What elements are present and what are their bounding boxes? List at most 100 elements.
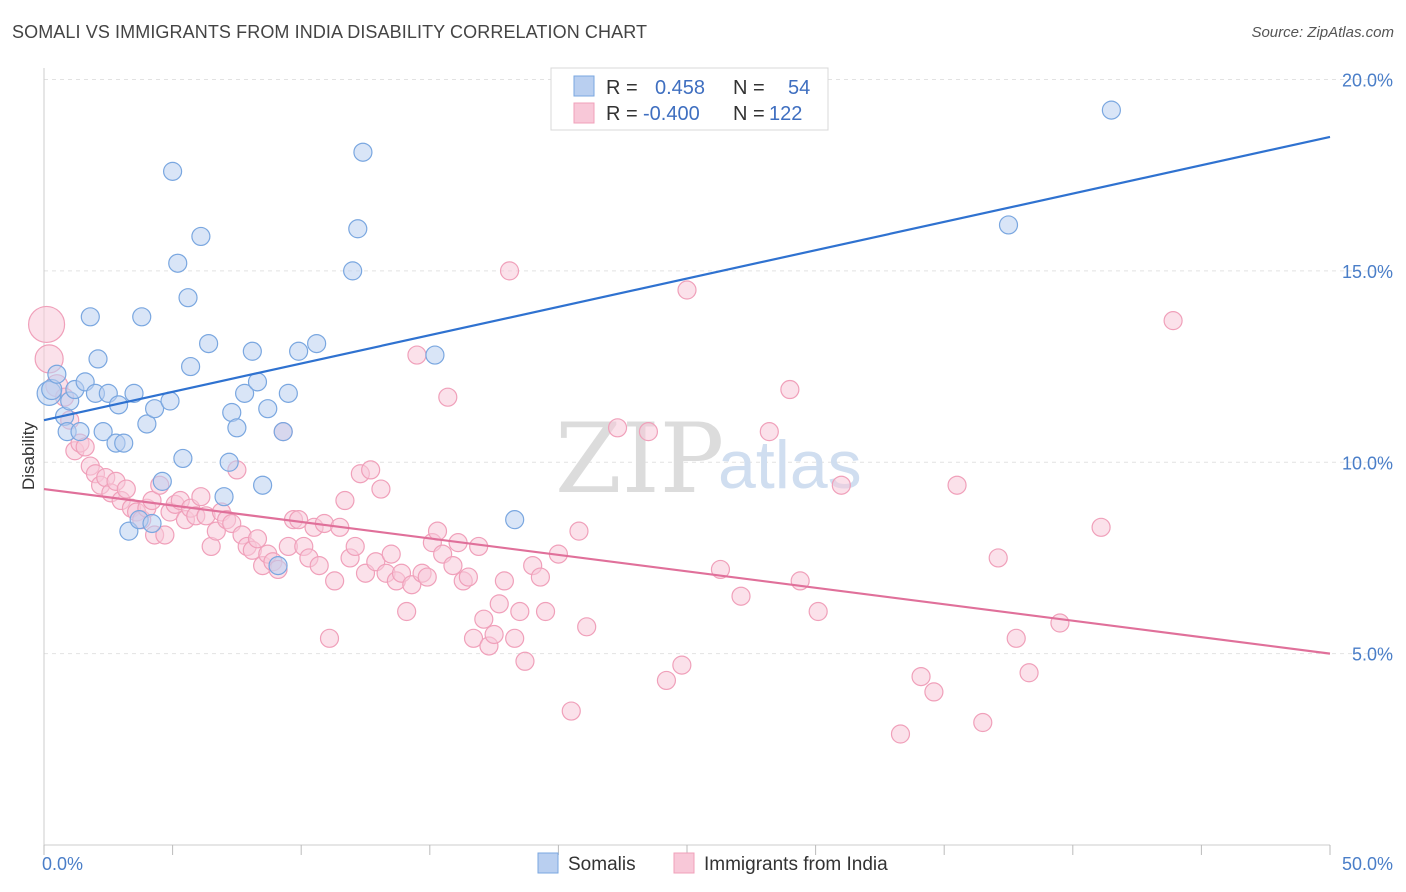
india-point-0	[27, 305, 66, 344]
somalis-point-51	[505, 510, 525, 530]
y-tick-label-2: 15.0%	[1342, 262, 1393, 282]
somalis-point-20	[132, 307, 152, 327]
india-point-101	[607, 418, 628, 438]
india-point-60	[345, 536, 365, 557]
x-tick-labels: 0.0% 50.0%	[42, 854, 1393, 874]
india-point-90	[499, 261, 520, 281]
somalis-point-11	[88, 349, 108, 369]
somalis-point-12	[93, 422, 113, 442]
india-point-115	[924, 682, 944, 702]
trend-lines	[43, 135, 1331, 655]
india-point-88	[489, 594, 509, 614]
india-point-58	[335, 490, 355, 511]
somalis-point-53	[1101, 100, 1121, 120]
india-point-53	[309, 555, 329, 576]
series-legend: Somalis Immigrants from India	[537, 852, 888, 875]
somalis-point-32	[199, 333, 219, 354]
india-point-113	[890, 724, 911, 744]
somalis-point-34	[219, 452, 239, 472]
y-tick-labels: 5.0% 10.0% 15.0% 20.0%	[1342, 71, 1393, 665]
india-point-102	[638, 422, 659, 442]
india-point-78	[438, 387, 458, 407]
y-axis-title: Disability	[19, 421, 38, 490]
series-somalis-points	[36, 100, 1121, 576]
india-point-83	[463, 628, 484, 648]
india-point-122	[1091, 517, 1111, 537]
india-point-56	[325, 571, 345, 591]
source-label: Source: ZipAtlas.com	[1251, 24, 1394, 41]
somalis-point-43	[273, 422, 293, 442]
somalis-point-52	[998, 215, 1019, 235]
somalis-point-47	[343, 261, 363, 281]
chart-title: SOMALI VS IMMIGRANTS FROM INDIA DISABILI…	[12, 22, 648, 42]
india-point-103	[656, 670, 677, 691]
somalis-point-41	[258, 399, 278, 419]
watermark-zip: ZIP	[555, 403, 724, 515]
india-point-104	[672, 655, 692, 675]
somalis-point-48	[348, 219, 368, 239]
somalis-point-33	[214, 487, 234, 507]
somalis-point-24	[152, 471, 172, 491]
axes	[43, 68, 1331, 855]
somalis-point-7	[70, 422, 90, 442]
somalis-swatch	[573, 75, 595, 97]
india-point-15	[116, 479, 136, 499]
stat-n-value-0: 54	[788, 77, 810, 99]
somalis-point-26	[163, 161, 183, 181]
somalis-point-44	[278, 383, 298, 403]
somalis-point-31	[191, 226, 211, 247]
data-points	[27, 100, 1183, 744]
india-point-106	[710, 559, 731, 580]
somalis-point-28	[173, 448, 193, 469]
x-tick-label-1: 50.0%	[1342, 854, 1393, 874]
india-point-79	[443, 555, 463, 576]
legend-somalis-label: Somalis	[568, 854, 636, 875]
india-point-112	[831, 475, 851, 495]
india-point-93	[515, 651, 535, 671]
india-point-55	[319, 628, 340, 648]
y-tick-label-3: 20.0%	[1342, 71, 1393, 91]
somalis-trend-line	[43, 135, 1331, 422]
legend-india-swatch	[673, 852, 695, 874]
india-point-72	[407, 345, 427, 365]
stat-r-label-1: R =	[606, 103, 638, 125]
india-point-91	[505, 628, 525, 648]
india-point-120	[1019, 663, 1039, 683]
india-point-121	[1050, 613, 1070, 633]
india-point-108	[759, 422, 779, 442]
india-point-30	[191, 487, 211, 507]
somalis-point-40	[253, 475, 273, 495]
india-point-109	[780, 379, 800, 400]
somalis-point-27	[168, 253, 188, 273]
stats-legend: R = 0.458 N = 54 R = -0.400 N = 122	[550, 67, 829, 131]
y-tick-label-0: 5.0%	[1352, 645, 1393, 665]
somalis-point-23	[144, 399, 165, 419]
stat-n-label-0: N =	[733, 77, 765, 99]
india-point-76	[427, 521, 448, 541]
stat-r-value-0: 0.458	[655, 77, 705, 99]
stat-n-value-1: 122	[769, 103, 802, 125]
india-point-67	[381, 544, 401, 564]
x-tick-label-0: 0.0%	[42, 854, 83, 874]
india-point-95	[530, 567, 550, 587]
india-point-114	[911, 666, 931, 687]
india-point-100	[577, 617, 597, 637]
somalis-point-22	[142, 513, 162, 534]
india-point-85	[474, 609, 494, 629]
india-point-123	[1163, 311, 1183, 331]
india-point-98	[561, 701, 581, 721]
somalis-point-30	[181, 356, 201, 377]
india-point-74	[417, 567, 437, 587]
somalis-point-45	[289, 341, 309, 361]
india-point-119	[1006, 628, 1026, 648]
somalis-point-36	[227, 418, 247, 438]
india-swatch	[573, 102, 595, 124]
india-point-20	[142, 490, 162, 511]
india-point-65	[371, 479, 391, 499]
somalis-point-2	[47, 364, 67, 384]
india-point-23	[155, 525, 175, 545]
india-point-107	[731, 586, 751, 606]
india-point-105	[677, 280, 697, 300]
india-point-92	[510, 601, 530, 622]
